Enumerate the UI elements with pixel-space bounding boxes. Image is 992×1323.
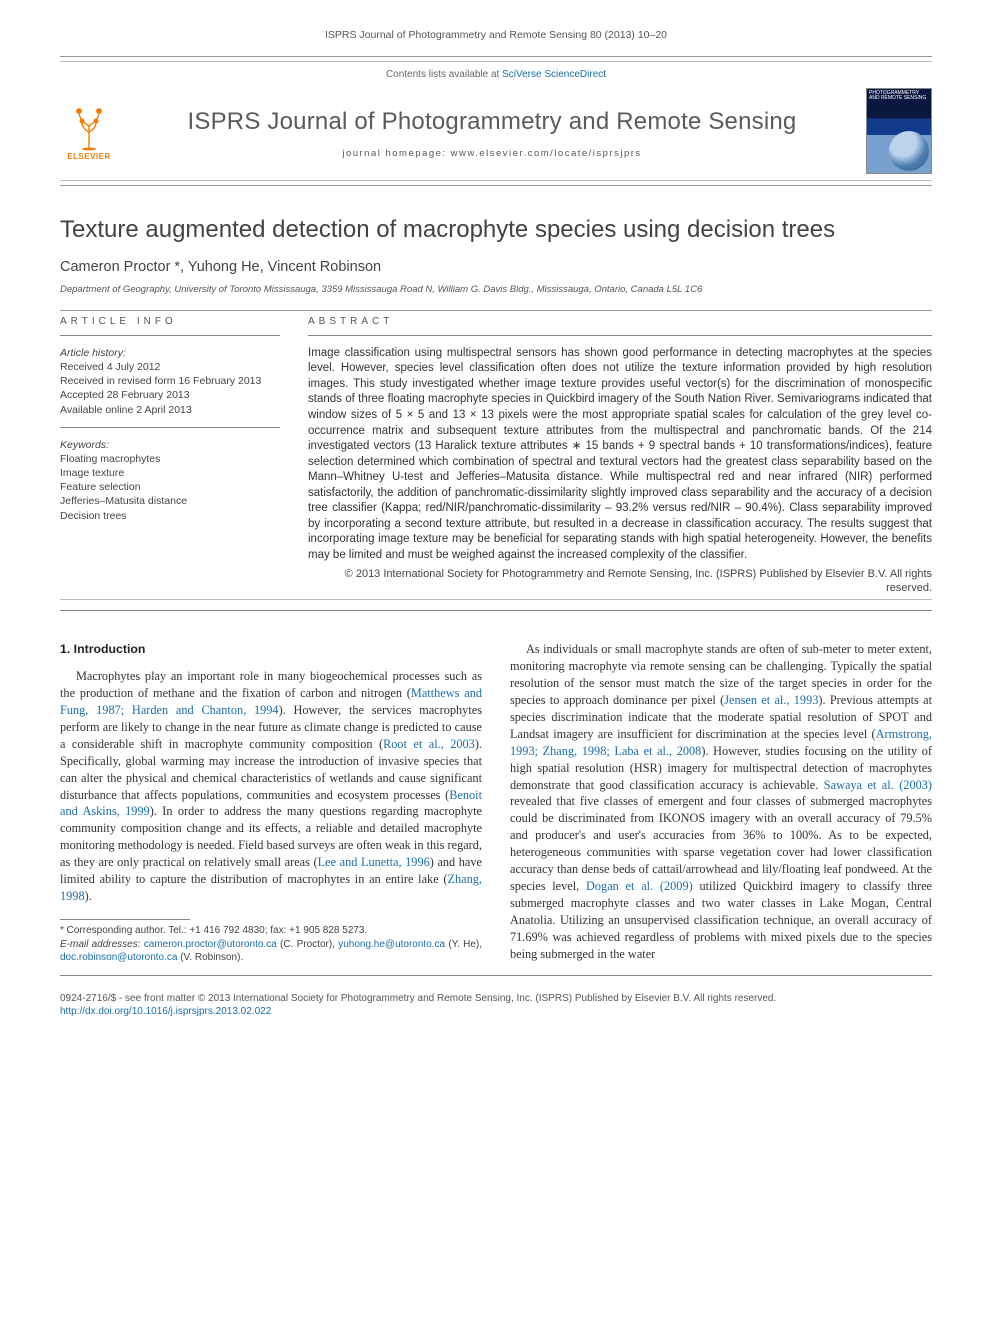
keyword-0: Floating macrophytes (60, 452, 280, 466)
rule-top-1 (60, 56, 932, 57)
authors-text: Cameron Proctor *, Yuhong He, Vincent Ro… (60, 259, 381, 275)
history-online: Available online 2 April 2013 (60, 403, 280, 417)
keyword-1: Image texture (60, 466, 280, 480)
contents-prefix: Contents lists available at (386, 69, 502, 80)
article-info-rule (60, 335, 280, 336)
keywords-label: Keywords: (60, 438, 280, 452)
cite-8[interactable]: Sawaya et al. (2003) (824, 778, 932, 792)
abstract-head: ABSTRACT (308, 315, 932, 329)
keyword-3: Jefferies–Matusita distance (60, 494, 280, 508)
footnote-corresponding: * Corresponding author. Tel.: +1 416 792… (60, 924, 482, 938)
email-n1: (C. Proctor), (277, 939, 338, 950)
history-received: Received 4 July 2012 (60, 360, 280, 374)
cite-9[interactable]: Dogan et al. (2009) (586, 879, 693, 893)
history-revised: Received in revised form 16 February 201… (60, 374, 280, 388)
sciencedirect-link[interactable]: SciVerse ScienceDirect (502, 69, 606, 80)
rule-top-2 (60, 61, 932, 62)
body-para-2: As individuals or small macrophyte stand… (510, 641, 932, 963)
email-2[interactable]: yuhong.he@utoronto.ca (338, 939, 445, 950)
email-n3: (V. Robinson). (177, 952, 243, 963)
cite-2[interactable]: Root et al., 2003 (383, 737, 475, 751)
footnotes-block: * Corresponding author. Tel.: +1 416 792… (60, 919, 482, 965)
footnote-rule (60, 919, 190, 920)
journal-homepage: journal homepage: www.elsevier.com/locat… (132, 148, 852, 161)
email-3[interactable]: doc.robinson@utoronto.ca (60, 952, 177, 963)
abstract-column: ABSTRACT Image classification using mult… (308, 315, 932, 595)
affiliation: Department of Geography, University of T… (60, 284, 932, 297)
keyword-4: Decision trees (60, 509, 280, 523)
footer-doi-link[interactable]: http://dx.doi.org/10.1016/j.isprsjprs.20… (60, 1006, 271, 1017)
email-n2: (Y. He), (445, 939, 482, 950)
rule-below-abs-1 (60, 599, 932, 600)
body-para-1: Macrophytes play an important role in ma… (60, 668, 482, 906)
keywords-block: Keywords: Floating macrophytes Image tex… (60, 438, 280, 523)
rule-below-abs-2 (60, 610, 932, 611)
email-label: E-mail addresses: (60, 939, 144, 950)
elsevier-logo: ELSEVIER (60, 99, 118, 163)
rule-masthead-bottom-2 (60, 185, 932, 186)
section-1-head: 1. Introduction (60, 641, 482, 658)
elsevier-tree-icon (65, 104, 113, 152)
footer-issn-line: 0924-2716/$ - see front matter © 2013 In… (60, 992, 932, 1005)
article-history-block: Article history: Received 4 July 2012 Re… (60, 346, 280, 417)
keywords-rule (60, 427, 280, 428)
cite-4[interactable]: Lee and Lunetta, 1996 (318, 855, 430, 869)
history-accepted: Accepted 28 February 2013 (60, 388, 280, 402)
masthead: ELSEVIER ISPRS Journal of Photogrammetry… (60, 88, 932, 174)
info-abstract-row: ARTICLE INFO Article history: Received 4… (60, 315, 932, 595)
contents-available-row: Contents lists available at SciVerse Sci… (60, 68, 932, 82)
rule-masthead-bottom-1 (60, 180, 932, 181)
cite-6[interactable]: Jensen et al., 1993 (724, 693, 818, 707)
article-info-head: ARTICLE INFO (60, 315, 280, 329)
authors-line: Cameron Proctor *, Yuhong He, Vincent Ro… (60, 258, 932, 278)
journal-title: ISPRS Journal of Photogrammetry and Remo… (132, 106, 852, 138)
footnote-emails: E-mail addresses: cameron.proctor@utoron… (60, 938, 482, 965)
elsevier-wordmark: ELSEVIER (67, 152, 111, 163)
footer-rule (60, 975, 932, 976)
abstract-body: Image classification using multispectral… (308, 346, 932, 563)
cover-globe-icon (889, 131, 929, 171)
body-two-columns: 1. Introduction Macrophytes play an impo… (60, 641, 932, 965)
article-title: Texture augmented detection of macrophyt… (60, 214, 932, 246)
email-1[interactable]: cameron.proctor@utoronto.ca (144, 939, 277, 950)
cover-caption: PHOTOGRAMMETRY AND REMOTE SENSING (867, 89, 931, 104)
t: ). (85, 889, 92, 903)
journal-cover-thumb: PHOTOGRAMMETRY AND REMOTE SENSING (866, 88, 932, 174)
keyword-2: Feature selection (60, 480, 280, 494)
footer-block: 0924-2716/$ - see front matter © 2013 In… (60, 992, 932, 1018)
masthead-center: ISPRS Journal of Photogrammetry and Remo… (132, 100, 852, 161)
history-label: Article history: (60, 346, 280, 360)
journal-homepage-url[interactable]: www.elsevier.com/locate/isprsjprs (451, 148, 642, 159)
journal-homepage-label: journal homepage: (342, 148, 450, 159)
article-info-column: ARTICLE INFO Article history: Received 4… (60, 315, 280, 595)
rule-above-info (60, 310, 932, 311)
abstract-rule (308, 335, 932, 336)
abstract-copyright: © 2013 International Society for Photogr… (308, 567, 932, 596)
running-head: ISPRS Journal of Photogrammetry and Remo… (60, 28, 932, 42)
